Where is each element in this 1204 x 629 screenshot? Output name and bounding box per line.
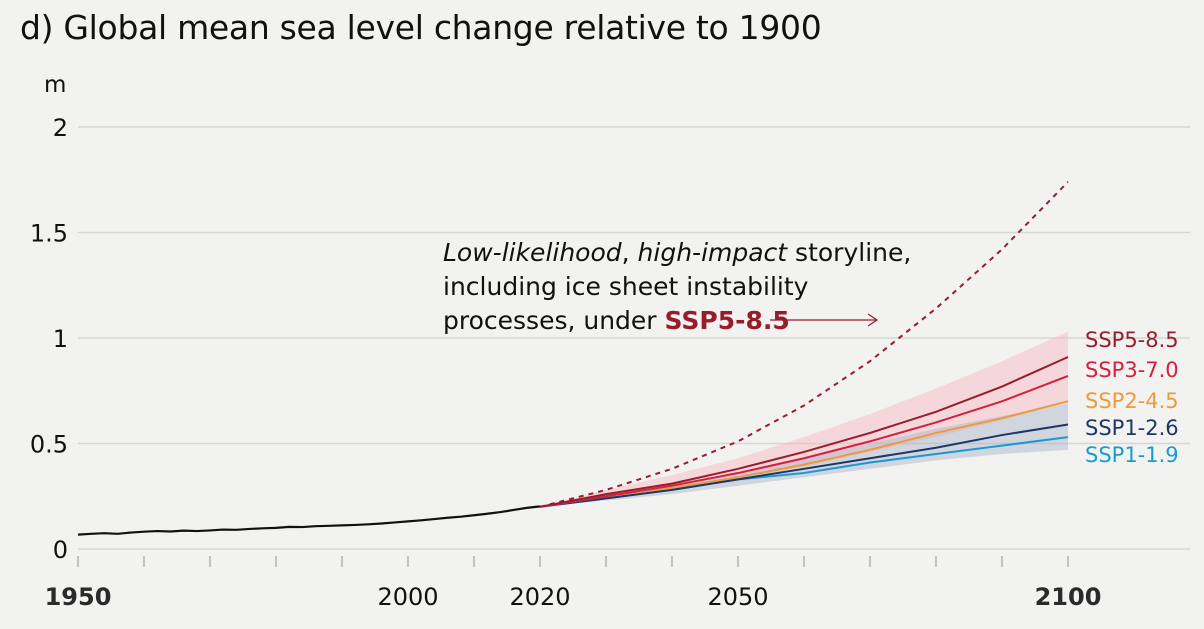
annotation-high-impact: high-impact: [638, 238, 789, 267]
annotation-ssp585: SSP5-8.5: [665, 306, 790, 335]
y-tick-label: 0: [53, 536, 68, 564]
annotation-line2: including ice sheet instability: [443, 272, 809, 301]
annotation-low-likelihood: Low-likelihood: [443, 238, 622, 267]
svg-text:Low-likelihood, high-impact st: Low-likelihood, high-impact storyline,: [443, 238, 911, 267]
x-tick-label: 2050: [707, 583, 768, 611]
scenario-label-ssp5-8.5: SSP5-8.5: [1085, 328, 1179, 352]
scenario-series: [539, 356, 1069, 508]
annotation-separator: ,: [622, 238, 638, 267]
y-tick-label: 1: [53, 325, 68, 353]
annotation-storyline: storyline,: [787, 238, 911, 267]
x-tick-label: 2100: [1035, 583, 1102, 611]
annotation-line3: processes, under: [443, 306, 665, 335]
x-tick-label: 1950: [45, 583, 112, 611]
chart-title: d) Global mean sea level change relative…: [20, 8, 822, 47]
storyline-dashed-line: [539, 181, 1069, 508]
y-tick-label: 1.5: [30, 220, 68, 248]
band-ssp5-8-5-likely-range: [540, 331, 1068, 507]
x-tick-label: 2020: [509, 583, 570, 611]
storyline-annotation: Low-likelihood, high-impact storyline, i…: [443, 238, 911, 335]
y-axis-unit-label: m: [44, 72, 67, 98]
x-axis: 1950 2000 2020 2050 2100: [45, 556, 1102, 611]
series-line-ssp3-7.0: [539, 375, 1069, 508]
scenario-label-ssp3-7.0: SSP3-7.0: [1085, 358, 1179, 382]
uncertainty-bands: [540, 331, 1068, 507]
series-line-ssp5-8.5: [539, 356, 1069, 508]
band-ssp1-2-6-likely-range: [540, 403, 1068, 507]
y-tick-label: 2: [53, 114, 68, 142]
svg-text:processes, under SSP5-8.5: processes, under SSP5-8.5: [443, 306, 790, 335]
y-axis: 0 0.5 1 1.5 2: [30, 114, 68, 564]
storyline-series: [539, 181, 1069, 508]
observed-series: [77, 505, 541, 536]
annotation-arrowhead: [867, 313, 879, 327]
gridlines: [78, 126, 1190, 550]
scenario-label-ssp1-1.9: SSP1-1.9: [1085, 443, 1179, 467]
x-tick-label: 2000: [377, 583, 438, 611]
observed-line: [77, 505, 541, 536]
y-tick-label: 0.5: [30, 431, 68, 459]
scenario-label-ssp2-4.5: SSP2-4.5: [1085, 389, 1179, 413]
series-line-ssp1-2.6: [539, 423, 1069, 508]
scenario-labels: SSP5-8.5 SSP3-7.0 SSP2-4.5 SSP1-2.6 SSP1-1.9: [1085, 328, 1179, 467]
scenario-label-ssp1-2.6: SSP1-2.6: [1085, 416, 1179, 440]
